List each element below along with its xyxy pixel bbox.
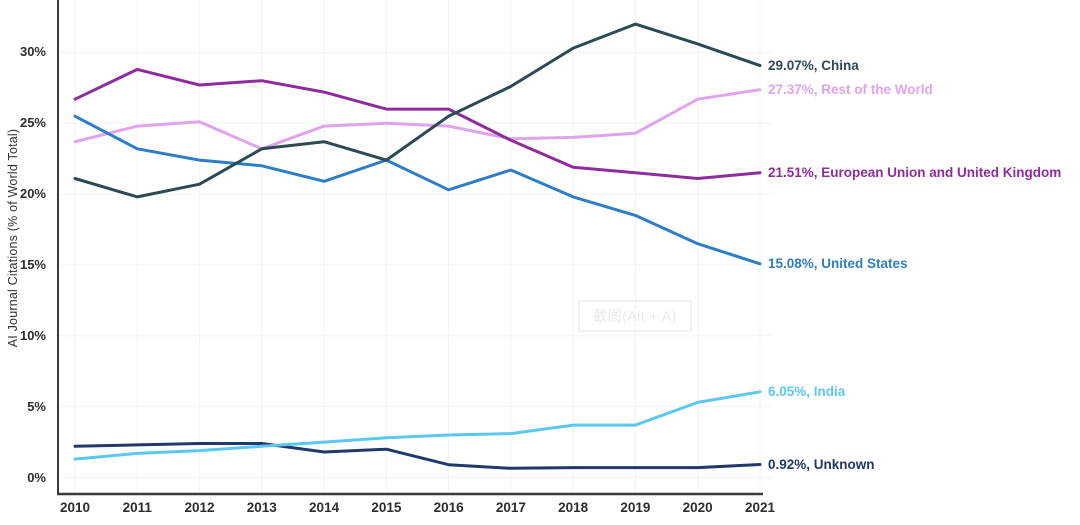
x-tick-label-2016: 2016: [433, 500, 464, 515]
watermark-text: 截图(Alt + A): [593, 308, 677, 324]
x-tick-label-2013: 2013: [246, 500, 277, 515]
x-tick-label-2019: 2019: [620, 500, 651, 515]
y-tick-label-30: 30%: [19, 44, 46, 60]
series-end-label-india: 6.05%, India: [768, 384, 846, 400]
y-tick-label-25: 25%: [19, 115, 46, 131]
x-tick-label-2014: 2014: [309, 500, 340, 515]
y-axis-title: AI Journal Citations (% of World Total): [6, 128, 20, 348]
series-end-label-united-states: 15.08%, United States: [768, 256, 908, 272]
series-end-label-unknown: 0.92%, Unknown: [768, 456, 875, 472]
x-tick-label-2011: 2011: [122, 500, 152, 515]
y-tick-label-15: 15%: [19, 256, 46, 272]
x-tick-label-2017: 2017: [495, 500, 526, 515]
x-tick-label-2021: 2021: [744, 500, 775, 515]
x-tick-label-2012: 2012: [184, 500, 215, 515]
screenshot-tool-watermark: 截图(Alt + A): [578, 300, 692, 332]
x-tick-label-2010: 2010: [59, 500, 91, 515]
y-tick-label-10: 10%: [19, 327, 46, 343]
series-line-china: [73, 22, 762, 199]
series-line-united-states: [73, 114, 762, 266]
series-end-label-european-union-and-united-kingdom: 21.51%, European Union and United Kingdo…: [768, 165, 1062, 181]
y-tick-label-0: 0%: [27, 469, 46, 485]
series-line-european-union-and-united-kingdom: [73, 67, 762, 180]
series-line-rest-of-the-world: [73, 88, 762, 151]
series-end-label-china: 29.07%, China: [768, 58, 859, 74]
series-line-unknown: [73, 442, 762, 470]
y-tick-label-5: 5%: [27, 398, 46, 414]
series-end-label-rest-of-the-world: 27.37%, Rest of the World: [768, 82, 933, 98]
x-tick-label-2020: 2020: [682, 500, 713, 515]
series-line-india: [73, 390, 762, 461]
x-tick-label-2018: 2018: [558, 500, 589, 515]
y-tick-label-20: 20%: [19, 186, 46, 202]
x-tick-label-2015: 2015: [371, 500, 402, 515]
